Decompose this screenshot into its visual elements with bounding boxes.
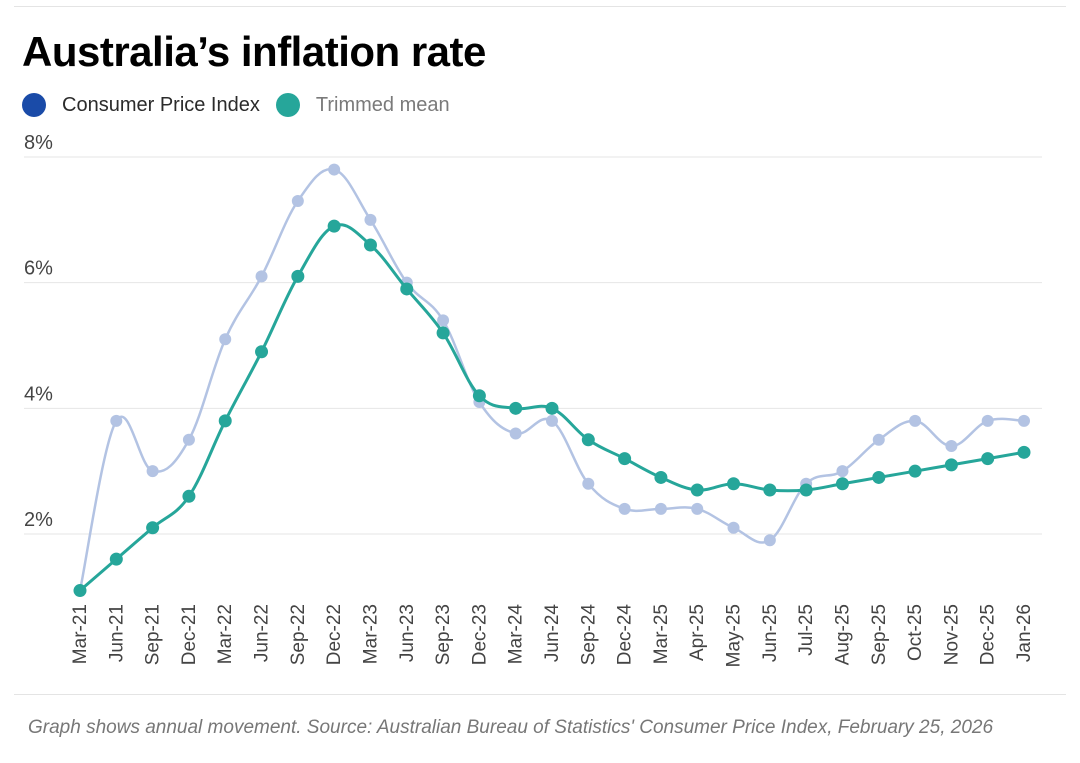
top-divider	[14, 6, 1066, 7]
x-tick-label: Dec-22	[324, 604, 345, 665]
cpi-point	[364, 213, 377, 226]
legend-label-trimmed-mean: Trimmed mean	[315, 93, 450, 116]
cpi-point	[618, 502, 631, 515]
x-tick-label: Sep-22	[288, 604, 309, 665]
cpi-point	[691, 502, 704, 515]
trimmed-mean-point	[182, 489, 196, 503]
trimmed-mean-point	[255, 345, 269, 359]
x-tick-label: Jun-24	[542, 604, 563, 663]
cpi-point	[654, 502, 667, 515]
x-tick-label: Mar-25	[651, 604, 672, 664]
chart-title: Australia’s inflation rate	[22, 28, 486, 75]
x-tick-label: Mar-23	[360, 604, 381, 664]
cpi-point	[546, 414, 558, 427]
x-tick-label: Apr-25	[687, 604, 708, 661]
trimmed-mean-point	[218, 414, 232, 428]
cpi-point	[328, 163, 341, 176]
trimmed-mean-point	[908, 464, 922, 478]
trimmed-mean-point	[581, 433, 595, 447]
cpi-point	[509, 427, 522, 440]
chart-legend: Consumer Price Index Trimmed mean	[22, 93, 466, 117]
legend-item-cpi[interactable]: Consumer Price Index	[22, 93, 260, 117]
x-tick-label: Sep-25	[869, 604, 890, 665]
trimmed-mean-point	[981, 452, 995, 466]
x-tick-label: Dec-23	[469, 604, 490, 665]
cpi-point	[219, 333, 232, 346]
source-note: Graph shows annual movement. Source: Aus…	[28, 717, 994, 738]
trimmed-mean-point	[799, 483, 813, 497]
cpi-point	[981, 414, 994, 427]
trimmed-mean-point	[291, 269, 305, 283]
x-tick-label: Jun-23	[397, 604, 418, 662]
bottom-divider	[14, 694, 1066, 695]
trimmed-mean-point	[545, 401, 559, 415]
x-tick-label: May-25	[724, 604, 745, 667]
trimmed-mean-point	[363, 238, 377, 252]
cpi-point	[909, 414, 922, 427]
cpi-point	[437, 314, 450, 327]
legend-swatch-trimmed-mean	[275, 93, 300, 117]
x-tick-label: Nov-25	[941, 604, 962, 665]
x-tick-label: Dec-24	[615, 604, 636, 666]
cpi-point	[945, 440, 958, 453]
x-tick-label: Mar-24	[506, 604, 527, 665]
y-tick-label: 6%	[24, 258, 53, 280]
trimmed-mean-point	[472, 389, 486, 403]
cpi-point	[582, 477, 595, 490]
x-tick-label: Sep-23	[433, 604, 454, 665]
trimmed-mean-point	[872, 470, 886, 484]
trimmed-mean-line	[79, 223, 1025, 592]
legend-item-trimmed-mean[interactable]: Trimmed mean	[275, 93, 450, 117]
x-tick-label: Jun-25	[760, 604, 781, 662]
x-tick-label: Jan-26	[1014, 604, 1035, 662]
legend-label-cpi: Consumer Price Index	[62, 93, 260, 116]
trimmed-mean-point	[436, 326, 450, 340]
trimmed-mean-point	[618, 452, 632, 466]
cpi-point	[182, 433, 195, 446]
trimmed-mean-point	[727, 477, 741, 491]
cpi-point	[110, 414, 123, 427]
x-tick-label: Aug-25	[832, 604, 853, 665]
cpi-point	[291, 194, 304, 207]
cpi-point	[763, 534, 776, 547]
trimmed-mean-point	[327, 219, 341, 233]
x-tick-label: Mar-22	[215, 604, 236, 664]
trimmed-mean-point	[109, 552, 123, 566]
trimmed-mean-point	[654, 470, 668, 484]
x-tick-label: Oct-25	[905, 604, 926, 661]
cpi-line	[78, 167, 1025, 591]
x-tick-label: Mar-21	[70, 604, 91, 664]
x-tick-label: Dec-25	[978, 604, 999, 665]
trimmed-mean-point	[763, 483, 777, 497]
cpi-point	[1018, 414, 1030, 427]
trimmed-mean-point	[509, 401, 523, 415]
trimmed-mean-point	[400, 282, 414, 296]
cpi-point	[872, 433, 885, 446]
line-chart: 2% 4% 6% 8% Mar-21 Jun-21 Sep-21 Dec-21 Mar-22 Ju…	[24, 132, 1042, 667]
x-tick-label: Dec-21	[179, 604, 200, 665]
x-tick-label: Jul-25	[796, 604, 817, 656]
x-tick-label: Jun-22	[252, 604, 273, 662]
cpi-point	[727, 521, 740, 534]
cpi-point	[146, 465, 159, 478]
trimmed-mean-point	[146, 521, 160, 535]
trimmed-mean-point	[835, 477, 849, 491]
y-tick-label: 2%	[24, 509, 53, 531]
x-tick-label: Sep-21	[143, 604, 164, 665]
y-tick-label: 4%	[24, 383, 53, 405]
legend-swatch-cpi	[22, 93, 46, 117]
trimmed-mean-point	[690, 483, 704, 497]
cpi-point	[836, 465, 849, 478]
x-tick-label: Sep-24	[578, 604, 599, 666]
trimmed-mean-point	[944, 458, 958, 472]
cpi-point	[255, 270, 268, 283]
x-tick-label: Jun-21	[106, 604, 127, 662]
trimmed-mean-point	[1017, 445, 1031, 459]
y-tick-label: 8%	[24, 132, 53, 154]
trimmed-mean-point	[73, 584, 87, 598]
